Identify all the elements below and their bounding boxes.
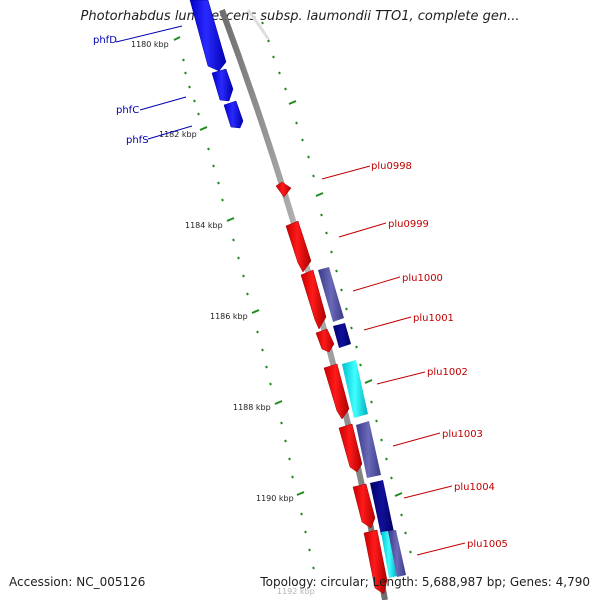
gene-plu1002[interactable] [323,363,350,420]
kbp-label: 1182 kbp [159,130,197,139]
gene-plu0998[interactable] [275,181,292,198]
gene-plu1000[interactable] [300,269,327,330]
gene-label-plu1000[interactable]: plu1000 [402,273,443,284]
genome-stats-text: Topology: circular; Length: 5,688,987 bp… [260,575,590,589]
map-title: Photorhabdus luminescens subsp. laumondi… [80,9,520,24]
inner-tick-ring [173,36,315,570]
gene-label-plu1003[interactable]: plu1003 [442,429,483,440]
cds-block[interactable] [333,323,351,348]
gene-label-phfD[interactable]: phfD [93,35,117,46]
kbp-label: 1188 kbp [233,403,271,412]
outer-tick-ring [261,21,412,554]
gene-plu1004[interactable] [352,483,376,529]
kbp-label: 1180 kbp [131,40,169,49]
cds-block[interactable] [318,267,344,322]
cds-block[interactable] [388,530,406,577]
forward-genes [189,0,244,129]
kbp-label: 1186 kbp [210,312,248,321]
gene-plu1003[interactable] [338,423,363,473]
backbone-light [246,9,270,42]
gene-phfS[interactable] [223,100,244,129]
accession-text: Accession: NC_005126 [9,575,146,589]
cds-block[interactable] [370,480,394,535]
kbp-label: 1192 kbp [277,587,315,596]
gene-label-plu0999[interactable]: plu0999 [388,219,429,230]
cds-block[interactable] [381,531,397,578]
leader-lines [115,25,466,556]
gene-plu1001[interactable] [315,328,335,353]
kbp-label: 1184 kbp [185,221,223,230]
kbp-label: 1190 kbp [256,494,294,503]
gene-label-plu1005[interactable]: plu1005 [467,539,508,550]
gene-phfC[interactable] [211,68,234,102]
cds-features [318,267,406,578]
gene-label-phfS[interactable]: phfS [126,135,149,146]
reverse-genes [275,181,388,595]
gene-label-plu1001[interactable]: plu1001 [413,313,454,324]
gene-plu0999[interactable] [285,220,312,273]
gene-label-phfC[interactable]: phfC [116,105,139,116]
gene-phfD[interactable] [189,0,227,72]
gene-label-plu0998[interactable]: plu0998 [371,161,412,172]
cds-block[interactable] [342,360,368,418]
gene-label-plu1004[interactable]: plu1004 [454,482,495,493]
gene-label-plu1002[interactable]: plu1002 [427,367,468,378]
cds-block[interactable] [356,421,381,478]
gene-plu1005[interactable] [363,529,388,595]
